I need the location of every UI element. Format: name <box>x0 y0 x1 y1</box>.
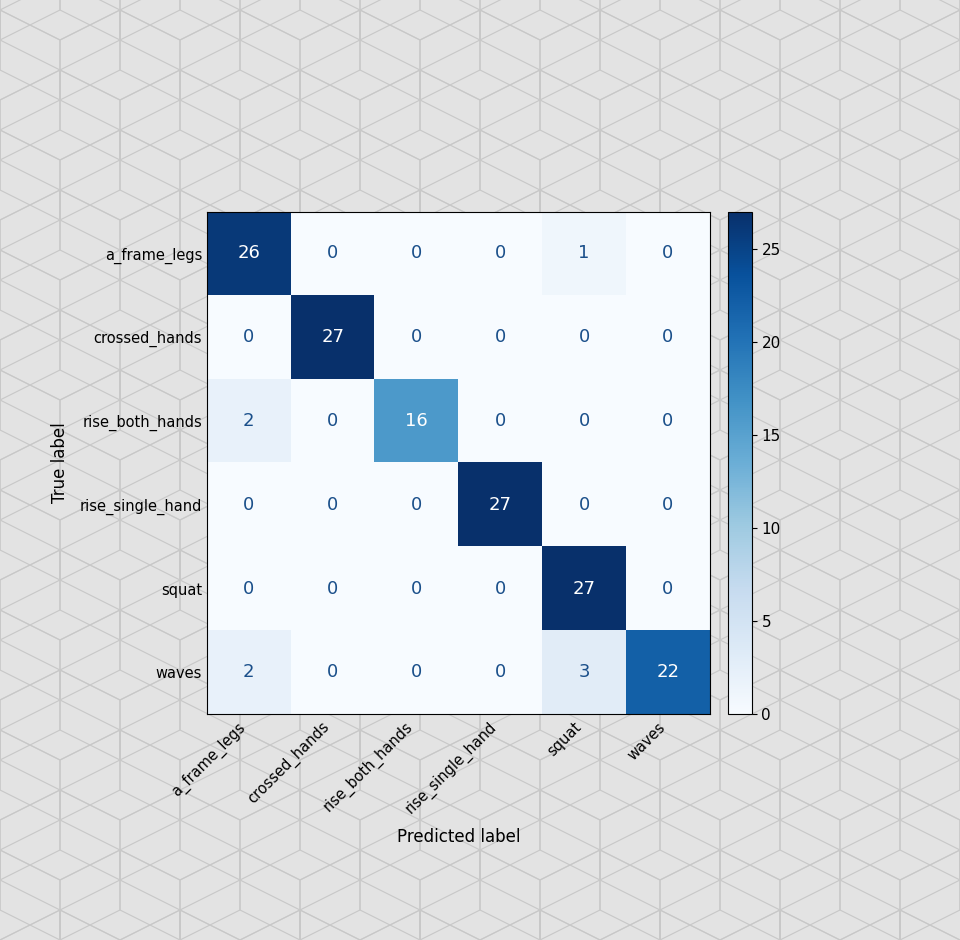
Text: 3: 3 <box>578 664 589 682</box>
Text: 0: 0 <box>494 244 506 262</box>
Text: 2: 2 <box>243 664 254 682</box>
Text: 2: 2 <box>243 412 254 430</box>
Text: 0: 0 <box>579 328 589 346</box>
Text: 27: 27 <box>489 496 512 514</box>
Text: 0: 0 <box>243 580 254 598</box>
Text: 0: 0 <box>411 244 422 262</box>
Text: 0: 0 <box>327 580 338 598</box>
Text: 0: 0 <box>662 496 674 514</box>
Text: 0: 0 <box>579 496 589 514</box>
Text: 0: 0 <box>243 328 254 346</box>
Text: 26: 26 <box>237 244 260 262</box>
Text: 0: 0 <box>411 496 422 514</box>
Text: 22: 22 <box>657 664 680 682</box>
Text: 0: 0 <box>327 244 338 262</box>
Text: 27: 27 <box>572 580 595 598</box>
Text: 0: 0 <box>662 244 674 262</box>
Text: 0: 0 <box>579 412 589 430</box>
Text: 27: 27 <box>322 328 345 346</box>
Text: 0: 0 <box>662 328 674 346</box>
Text: 1: 1 <box>579 244 589 262</box>
Text: 0: 0 <box>494 664 506 682</box>
Text: 0: 0 <box>494 412 506 430</box>
Text: 16: 16 <box>405 412 428 430</box>
Text: 0: 0 <box>243 496 254 514</box>
Text: 0: 0 <box>327 664 338 682</box>
Text: 0: 0 <box>327 496 338 514</box>
Text: 0: 0 <box>411 328 422 346</box>
X-axis label: Predicted label: Predicted label <box>396 828 520 846</box>
Text: 0: 0 <box>662 580 674 598</box>
Text: 0: 0 <box>411 664 422 682</box>
Text: 0: 0 <box>494 580 506 598</box>
Text: 0: 0 <box>327 412 338 430</box>
Text: 0: 0 <box>411 580 422 598</box>
Y-axis label: True label: True label <box>51 423 68 503</box>
Text: 0: 0 <box>494 328 506 346</box>
Text: 0: 0 <box>662 412 674 430</box>
